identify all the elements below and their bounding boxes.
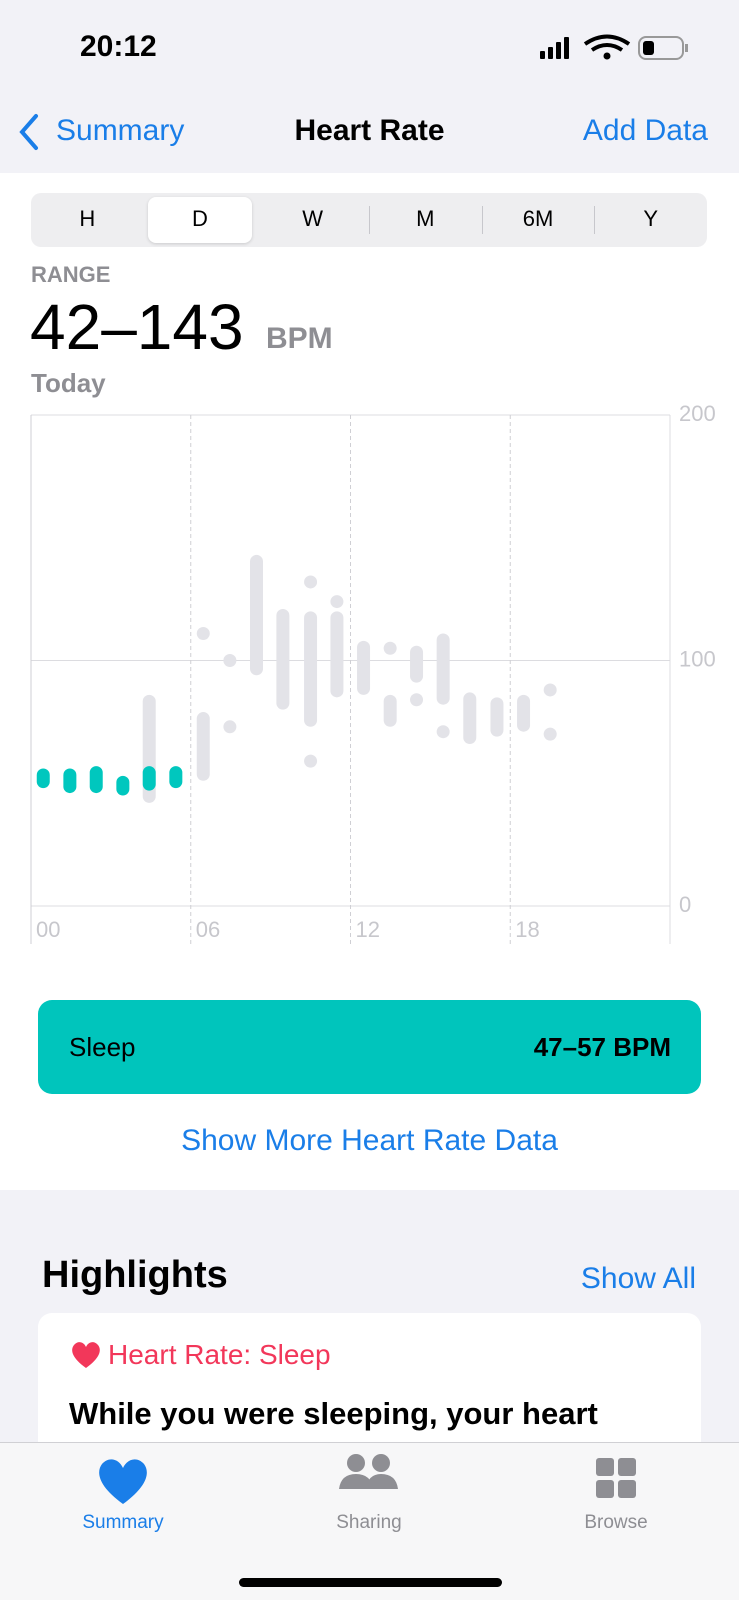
range-bar	[436, 725, 450, 739]
tab-label[interactable]: Browse	[584, 1512, 648, 1533]
range-bar	[383, 641, 397, 655]
segment-selected-bg	[147, 197, 253, 243]
highlight-card-title: Heart Rate: Sleep	[108, 1339, 331, 1370]
status-icons	[540, 34, 688, 60]
range-bar	[223, 654, 237, 667]
range-bar	[196, 712, 210, 781]
range-bar	[276, 608, 290, 710]
range-bar	[304, 575, 318, 589]
range-unit: BPM	[266, 322, 333, 355]
heart-icon	[72, 1342, 100, 1368]
highlight-card-text: While you were sleeping, your heart	[69, 1396, 598, 1431]
range-bar	[463, 692, 477, 744]
highlights-title: Highlights	[42, 1254, 228, 1296]
status-time: 20:12	[80, 30, 157, 63]
add-data-button[interactable]: Add Data	[582, 114, 708, 147]
y-tick-label: 200	[679, 401, 716, 426]
back-button[interactable]: Summary	[56, 114, 185, 147]
range-bar	[330, 611, 344, 698]
range-bar	[410, 693, 424, 707]
back-chevron[interactable]	[14, 112, 44, 152]
segment-divider	[594, 206, 596, 234]
segment-option[interactable]: H	[79, 206, 96, 231]
segment-option[interactable]: M	[416, 206, 435, 231]
show-more-link[interactable]: Show More Heart Rate Data	[181, 1124, 558, 1157]
range-bar	[383, 694, 397, 727]
range-bar	[223, 720, 237, 734]
range-label: RANGE	[31, 262, 111, 287]
range-bar	[490, 697, 504, 737]
nav-title: Heart Rate	[294, 114, 445, 147]
chart: 0 100 200 00 06 12 18	[30, 401, 716, 944]
segment-divider	[481, 206, 483, 234]
range-bar	[304, 754, 318, 768]
tab-icons	[99, 1454, 636, 1587]
segment-option[interactable]: D	[192, 206, 208, 231]
range-bar	[63, 768, 77, 794]
tab-label[interactable]: Summary	[82, 1512, 164, 1533]
range-bar	[330, 595, 344, 609]
range-bar	[517, 694, 531, 732]
range-bar	[543, 683, 557, 697]
range-bar	[543, 727, 557, 741]
segment-option[interactable]: Y	[643, 206, 658, 231]
range-bar	[196, 626, 210, 640]
range-bar	[36, 768, 50, 789]
x-tick-label: 00	[36, 917, 60, 942]
segment-divider	[369, 206, 370, 234]
range-bar	[169, 766, 183, 789]
y-tick-label: 0	[679, 892, 691, 917]
segment-option[interactable]: 6M	[522, 206, 554, 231]
x-tick-label: 18	[515, 917, 539, 942]
x-tick-label: 06	[196, 917, 220, 942]
y-tick-label: 100	[679, 646, 716, 671]
show-all-link[interactable]: Show All	[580, 1262, 696, 1295]
range-bar	[142, 766, 156, 791]
range-bar	[89, 766, 103, 794]
range-bar	[436, 633, 450, 705]
period-label: Today	[31, 368, 106, 398]
range-bar	[116, 775, 130, 796]
range-bar	[250, 554, 264, 676]
range-bar	[304, 611, 318, 727]
range-bar	[357, 640, 371, 695]
x-tick-label: 12	[356, 917, 380, 942]
tab-label[interactable]: Sharing	[336, 1512, 402, 1533]
sleep-value: 47–57 BPM	[533, 1032, 671, 1062]
segment-option[interactable]: W	[302, 206, 324, 231]
sleep-card[interactable]	[38, 1000, 701, 1094]
range-bar	[410, 645, 424, 683]
sleep-label: Sleep	[69, 1032, 136, 1062]
range-value: 42–143	[30, 291, 244, 363]
